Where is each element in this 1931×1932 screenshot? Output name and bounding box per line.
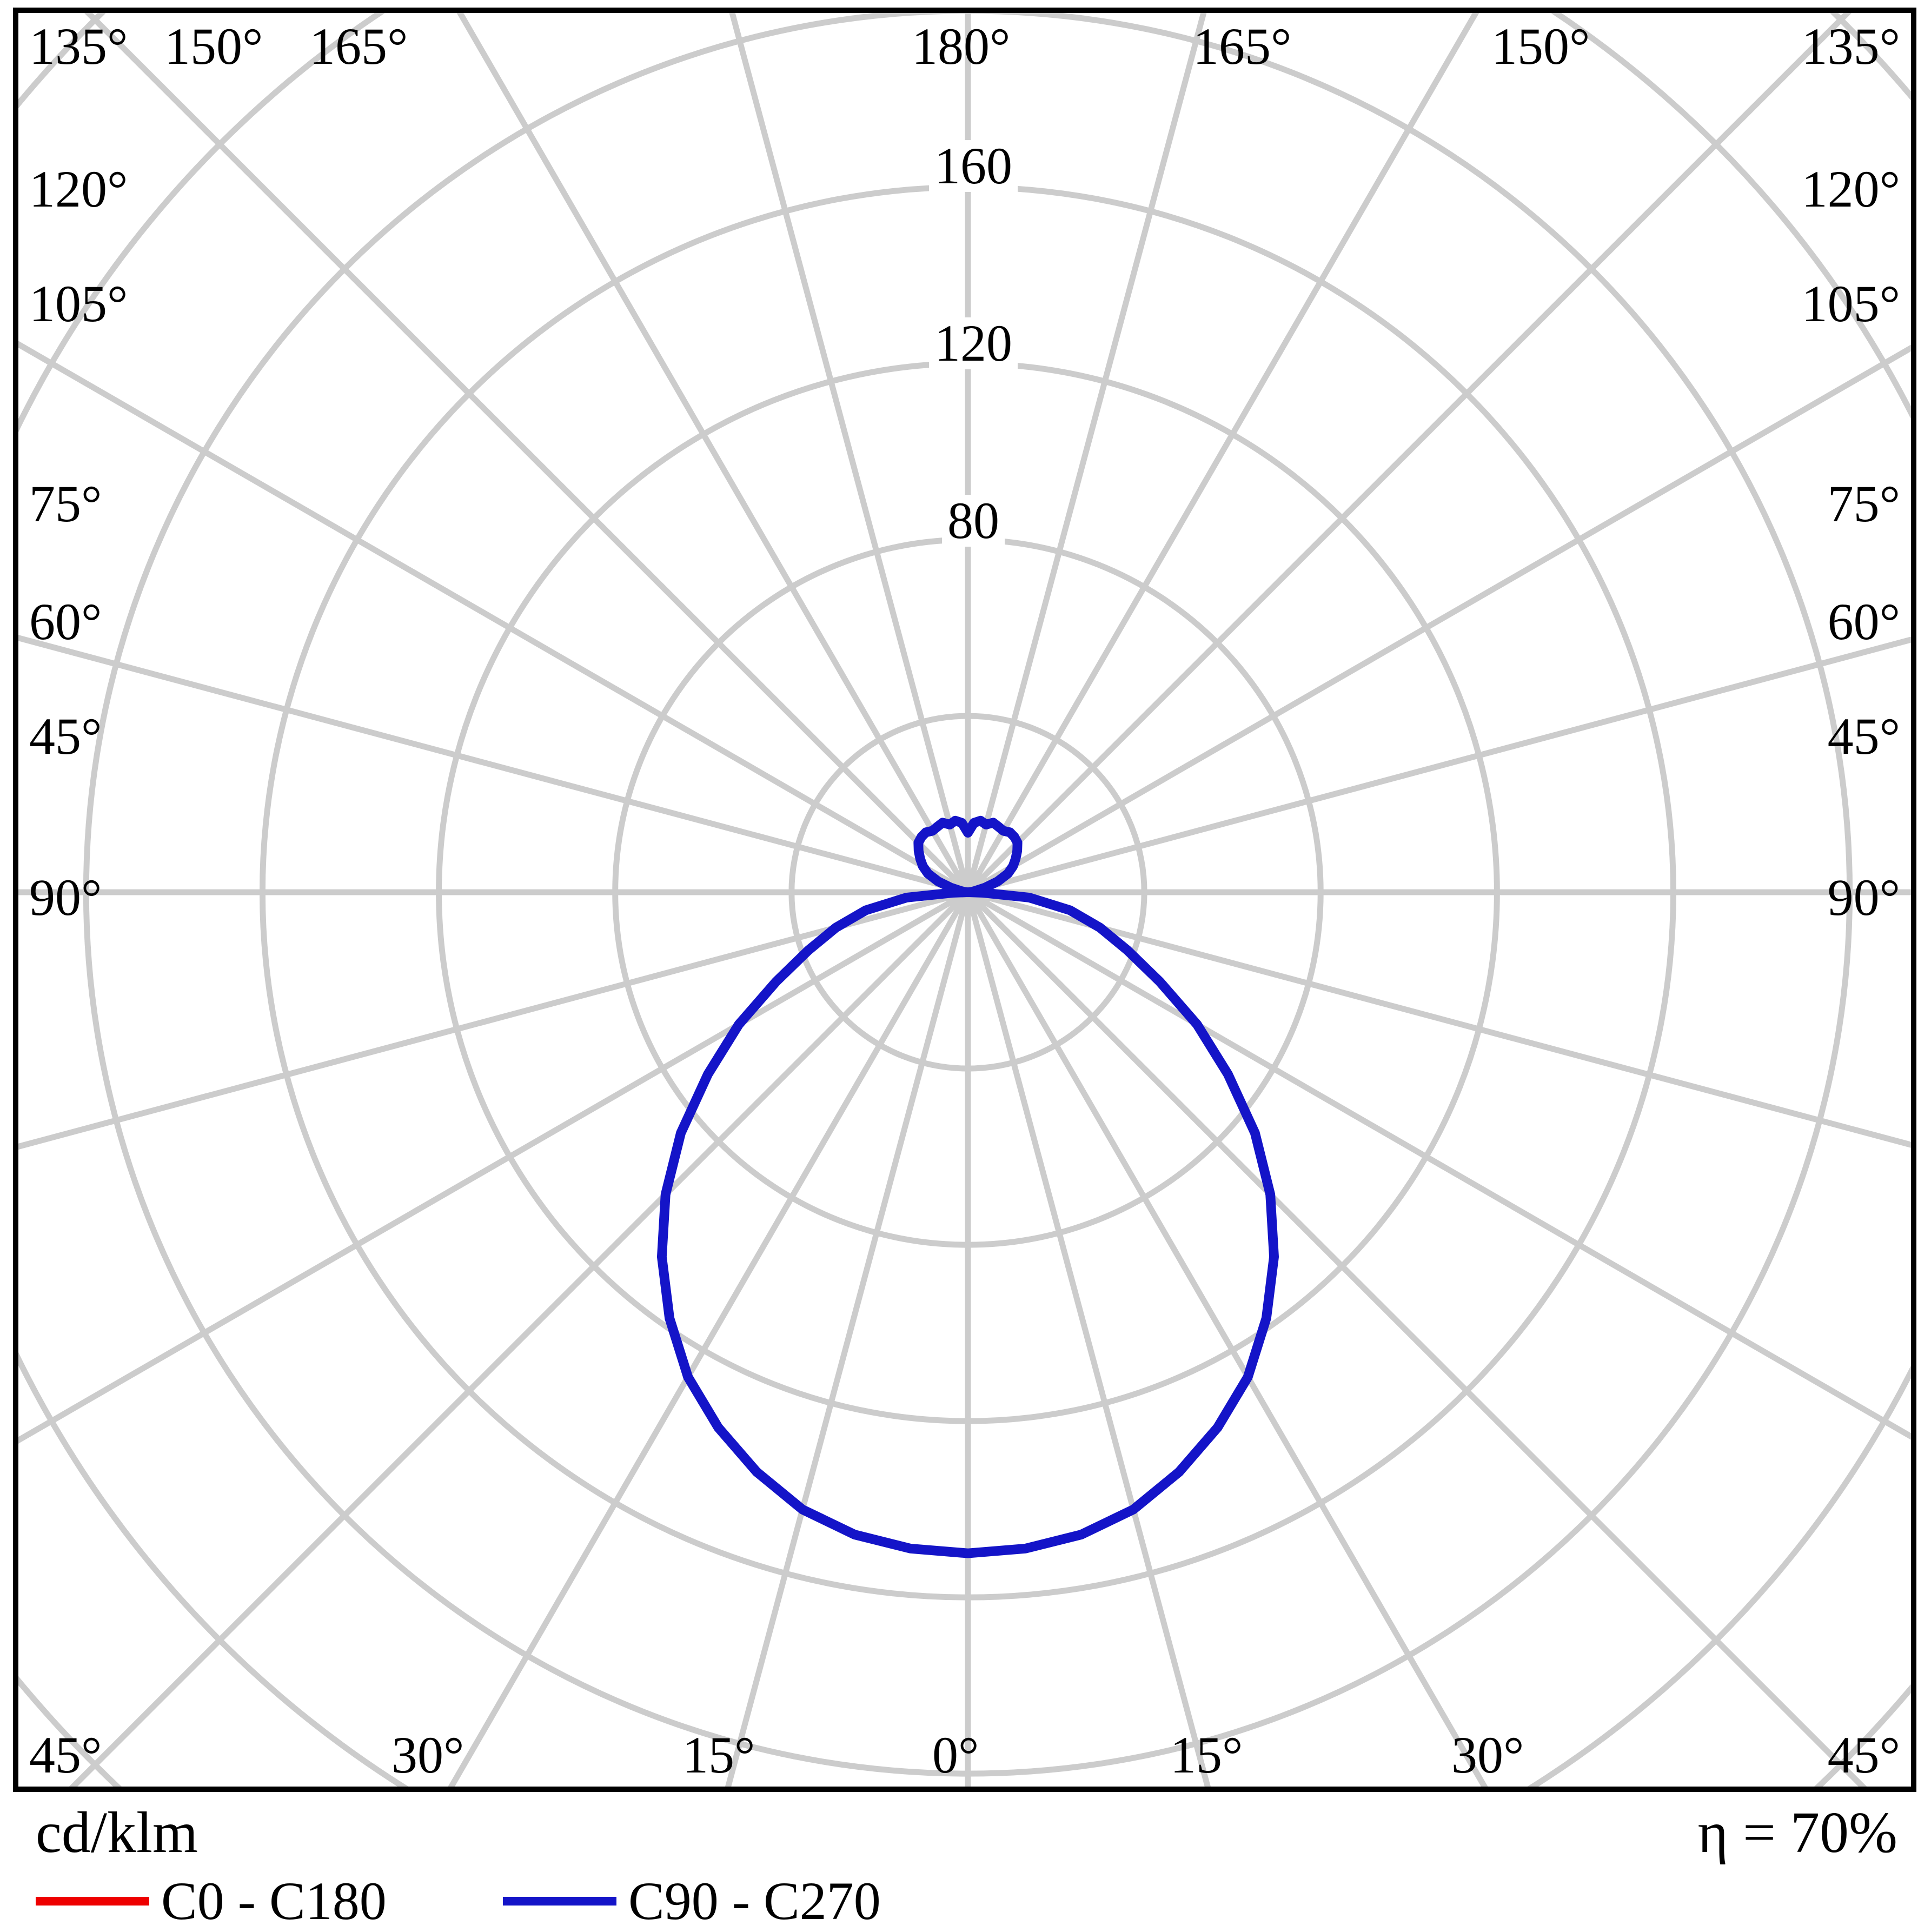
polar-grid bbox=[18, 13, 1911, 1787]
angle-label-right-60: 60° bbox=[1827, 593, 1900, 650]
angle-label-right-120: 120° bbox=[1801, 160, 1900, 218]
angle-label-left-135: 135° bbox=[29, 17, 128, 75]
radial-tick-160: 160 bbox=[929, 140, 1018, 192]
angle-label-left-45: 45° bbox=[29, 707, 102, 765]
angle-label-bottom-45l: 45° bbox=[29, 1726, 102, 1784]
unit-label: cd/klm bbox=[36, 1801, 198, 1865]
angle-label-right-45: 45° bbox=[1827, 707, 1900, 765]
polar-grid-and-curves bbox=[18, 13, 1911, 1787]
angle-label-bottom-0: 0° bbox=[932, 1726, 979, 1784]
angle-label-left-60: 60° bbox=[29, 593, 102, 650]
legend-swatch-c0-c180 bbox=[36, 1896, 149, 1906]
radial-tick-80: 80 bbox=[942, 495, 1005, 547]
angle-label-left-90: 90° bbox=[29, 868, 102, 926]
plot-frame: 135° 120° 105° 90° 75° 60° 45° 150° 165°… bbox=[13, 8, 1916, 1792]
angle-label-right-90: 90° bbox=[1827, 868, 1900, 926]
angle-label-bottom-30r: 30° bbox=[1451, 1726, 1524, 1784]
efficiency-label: η = 70% bbox=[1697, 1801, 1897, 1865]
legend-swatch-c90-c270 bbox=[503, 1896, 616, 1906]
legend-label-c0-c180: C0 - C180 bbox=[161, 1871, 387, 1931]
angle-label-top-135l: 150° bbox=[164, 17, 263, 75]
angle-label-bottom-45r: 45° bbox=[1827, 1726, 1900, 1784]
angle-label-left-75: 75° bbox=[29, 475, 102, 533]
legend-item-c0-c180[interactable]: C0 - C180 bbox=[36, 1870, 387, 1932]
angle-label-top-180: 180° bbox=[912, 17, 1011, 75]
angle-label-top-150r: 150° bbox=[1491, 17, 1590, 75]
angle-label-right-105: 105° bbox=[1801, 275, 1900, 333]
angle-label-bottom-15r: 15° bbox=[1170, 1726, 1243, 1784]
angle-label-right-75: 75° bbox=[1827, 475, 1900, 533]
angle-label-top-165r: 165° bbox=[1193, 17, 1292, 75]
angle-label-bottom-15l: 15° bbox=[682, 1726, 755, 1784]
angle-label-top-150l: 165° bbox=[309, 17, 408, 75]
chart-footer: cd/klm η = 70% C0 - C180 C90 - C270 bbox=[0, 1795, 1931, 1932]
angle-label-left-120: 120° bbox=[29, 160, 128, 218]
legend-label-c90-c270: C90 - C270 bbox=[628, 1871, 881, 1931]
angle-label-bottom-30l: 30° bbox=[391, 1726, 464, 1784]
angle-label-right-135: 135° bbox=[1801, 17, 1900, 75]
distribution-curves bbox=[656, 815, 1279, 1558]
legend-item-c90-c270[interactable]: C90 - C270 bbox=[503, 1870, 881, 1932]
angle-label-left-105: 105° bbox=[29, 275, 128, 333]
radial-tick-120: 120 bbox=[929, 317, 1018, 369]
